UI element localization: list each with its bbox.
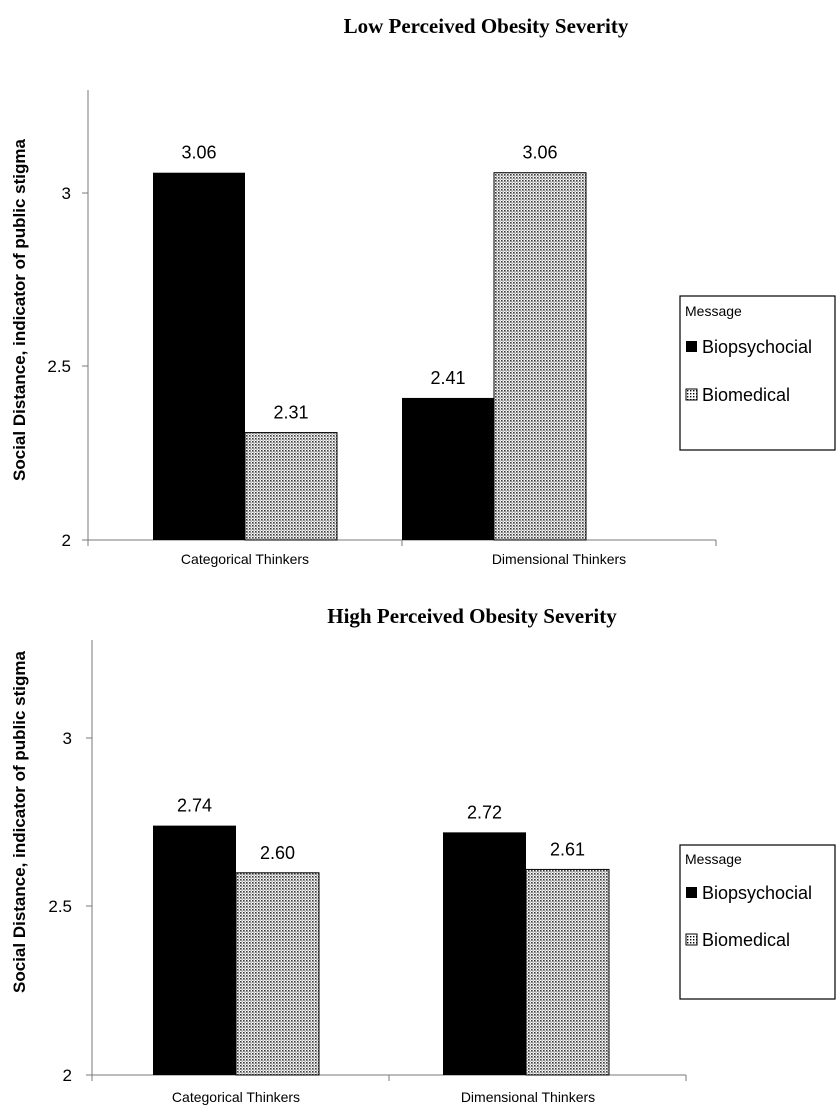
legend-label-biomedical: Biomedical: [702, 930, 790, 950]
y-tick-label: 3: [62, 184, 71, 203]
x-category-label: Dimensional Thinkers: [492, 551, 626, 567]
bar-biopsychocial-dimensional: [443, 832, 526, 1075]
bar-biopsychocial-categorical: [153, 825, 236, 1075]
legend-swatch-biomedical: [685, 388, 698, 401]
chart-high-severity: High Perceived Obesity Severity Social D…: [10, 604, 836, 1105]
y-tick-label: 2: [63, 1066, 72, 1085]
chart-title: High Perceived Obesity Severity: [327, 604, 617, 628]
legend-label-biopsychocial: Biopsychocial: [702, 337, 812, 357]
legend-swatch-biopsychocial: [686, 341, 697, 352]
bar-biomedical-dimensional: [493, 172, 587, 541]
legend-label-biomedical: Biomedical: [702, 385, 790, 405]
legend: Message Biopsychocial Biomedical: [679, 295, 836, 451]
y-tick-label: 2.5: [47, 357, 71, 376]
bar-biomedical-dimensional: [525, 868, 610, 1076]
legend-title: Message: [685, 851, 742, 867]
chart-title: Low Perceived Obesity Severity: [344, 14, 629, 38]
legend-title: Message: [685, 303, 742, 319]
data-label: 2.74: [177, 796, 212, 816]
y-tick-label: 2: [62, 531, 71, 550]
x-category-label: Dimensional Thinkers: [461, 1089, 595, 1105]
bar-biomedical-categorical: [235, 872, 320, 1076]
x-category-label: Categorical Thinkers: [172, 1089, 300, 1105]
data-label: 2.60: [260, 843, 295, 863]
legend-swatch-biomedical: [685, 933, 698, 946]
legend: Message Biopsychocial Biomedical: [679, 844, 836, 1000]
x-category-label: Categorical Thinkers: [181, 551, 309, 567]
y-axis-title: Social Distance, indicator of public sti…: [10, 650, 29, 993]
data-label: 3.06: [181, 143, 216, 163]
legend-swatch-biopsychocial: [686, 887, 697, 898]
chart-low-severity: Low Perceived Obesity Severity Social Di…: [10, 14, 836, 567]
legend-box: [679, 295, 836, 451]
y-axis-title: Social Distance, indicator of public sti…: [10, 138, 29, 481]
data-label: 2.31: [273, 403, 308, 423]
bar-biomedical-categorical: [244, 432, 338, 541]
bar-biopsychocial-categorical: [153, 172, 245, 540]
data-label: 2.61: [550, 839, 585, 859]
data-label: 2.41: [430, 368, 465, 388]
data-label: 3.06: [522, 143, 557, 163]
y-tick-label: 3: [63, 729, 72, 748]
y-tick-label: 2.5: [48, 897, 72, 916]
bar-biopsychocial-dimensional: [402, 397, 494, 540]
legend-box: [679, 844, 836, 1000]
data-label: 2.72: [467, 802, 502, 822]
legend-label-biopsychocial: Biopsychocial: [702, 883, 812, 903]
